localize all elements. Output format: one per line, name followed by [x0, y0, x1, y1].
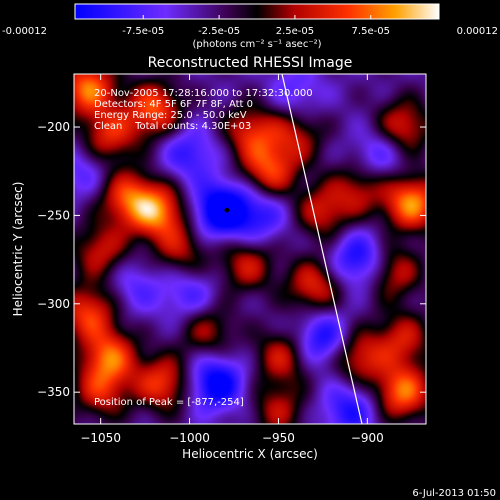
colorbar-tick-label: -7.5e-05 — [122, 26, 164, 37]
colorbar-tick-label: 0.00012 — [457, 26, 498, 37]
x-tick-label: −900 — [351, 431, 384, 445]
x-axis-ticks: −1050 −1000 −950 −900 — [80, 74, 384, 445]
colorbar: -0.00012 -7.5e-05 -2.5e-05 2.5e-05 7.5e-05 0.… — [2, 3, 498, 50]
colorbar-gradient — [74, 3, 440, 20]
colorbar-ticks: -0.00012 -7.5e-05 -2.5e-05 2.5e-05 7.5e-05 0.… — [2, 15, 498, 37]
y-tick-label: −300 — [37, 297, 70, 311]
limb-line — [281, 74, 363, 424]
colorbar-unit-label: (photons cm⁻² s⁻¹ asec⁻²) — [192, 39, 321, 50]
timestamp: 6-Jul-2013 01:50 — [412, 488, 496, 499]
y-tick-label: −200 — [37, 120, 70, 134]
info-energy-range: Energy Range: 25.0 - 50.0 keV — [94, 110, 247, 121]
x-tick-label: −1050 — [80, 431, 121, 445]
info-detectors: Detectors: 4F 5F 6F 7F 8F, Att 0 — [94, 99, 254, 110]
y-axis-label: Heliocentric Y (arcsec) — [11, 182, 25, 317]
x-tick-label: −1000 — [169, 431, 210, 445]
peak-position-label: Position of Peak = [-877,-254] — [94, 397, 244, 408]
info-clean-counts: Clean Total counts: 4.30E+03 — [94, 121, 252, 132]
x-axis-label: Heliocentric X (arcsec) — [182, 447, 318, 461]
y-axis-ticks: −200 −250 −300 −350 — [37, 120, 426, 399]
x-tick-label: −950 — [262, 431, 295, 445]
chart-title: Reconstructed RHESSI Image — [148, 55, 353, 71]
plot-frame — [73, 73, 427, 425]
colorbar-tick-label: -2.5e-05 — [198, 26, 240, 37]
colorbar-tick-label: 2.5e-05 — [276, 26, 314, 37]
y-tick-label: −350 — [37, 385, 70, 399]
peak-marker — [224, 207, 230, 213]
heatmap-image — [74, 74, 426, 424]
heatmap-area — [74, 74, 426, 424]
y-tick-label: −250 — [37, 208, 70, 222]
info-time-range: 20-Nov-2005 17:28:16.000 to 17:32:30.000 — [94, 88, 313, 99]
colorbar-tick-label: 7.5e-05 — [352, 26, 390, 37]
colorbar-tick-label: -0.00012 — [2, 26, 47, 37]
